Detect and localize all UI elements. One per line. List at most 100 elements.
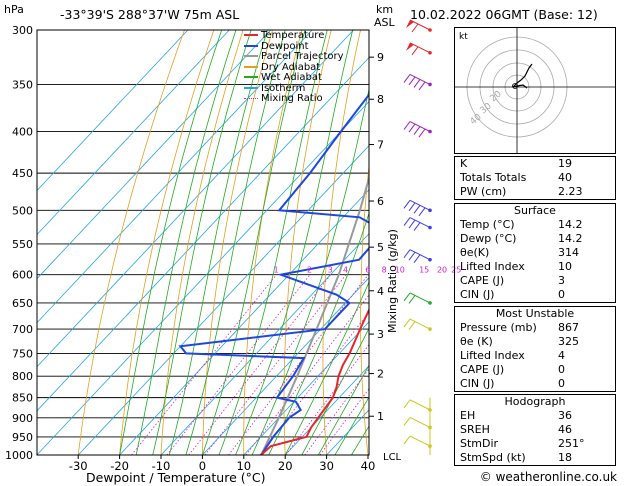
- barb-feather: [403, 200, 411, 209]
- legend-swatch: [244, 34, 258, 36]
- mixing-ratio-label: 15: [419, 266, 429, 275]
- km-tick-label: 1: [377, 410, 384, 423]
- barb-feather: [413, 126, 421, 135]
- legend-swatch: [244, 76, 258, 78]
- barb-feather: [411, 23, 419, 33]
- barb-staff: [409, 42, 431, 54]
- wind-barb: [403, 249, 432, 263]
- wind-barb: [403, 199, 432, 217]
- barb-feather: [408, 123, 416, 133]
- surface-row: CIN (J) 0: [460, 288, 565, 301]
- barb-feather: [413, 79, 421, 88]
- hodo-stats-row: EH 36: [460, 409, 572, 422]
- barb-staff: [409, 417, 431, 428]
- wet-adiabat: [334, 396, 369, 455]
- wind-barb: [403, 292, 432, 305]
- index-row: Totals Totals 40: [460, 171, 572, 184]
- km-tick-label: 4: [377, 285, 384, 298]
- legend-item: Temperature: [244, 30, 344, 42]
- dry-adiabat: [360, 162, 369, 455]
- legend-swatch: [244, 44, 258, 47]
- dry-adiabat: [243, 30, 303, 455]
- isotherm: [160, 233, 369, 455]
- legend-swatch: [244, 97, 258, 99]
- wet-adiabat: [251, 87, 369, 455]
- plot-frame: [36, 29, 370, 456]
- wet-adiabat: [284, 281, 369, 455]
- asl-unit: ASL: [374, 16, 395, 29]
- barb-dot: [428, 129, 432, 134]
- unstable-row: CIN (J) 0: [460, 377, 565, 390]
- barb-dot: [428, 28, 432, 32]
- km-tick-label: 2: [377, 368, 384, 381]
- barb-feather: [418, 128, 426, 138]
- barb-feather: [413, 222, 421, 231]
- legend-label: Dry Adiabat: [261, 61, 321, 73]
- legend-swatch: [244, 55, 258, 57]
- pressure-tick-label: 400: [12, 126, 33, 139]
- km-tick-label: 6: [377, 195, 384, 208]
- hodo-stats-row: StmSpd (kt) 18: [460, 451, 572, 464]
- isotherm: [37, 30, 189, 192]
- km-tick-label: 8: [377, 93, 384, 106]
- dry-adiabat: [202, 30, 273, 455]
- pressure-tick-label: 850: [12, 392, 33, 405]
- pressure-tick-label: 600: [12, 269, 33, 282]
- pressure-tick-label: 350: [12, 78, 33, 91]
- surface-row: Temp (°C) 14.2: [460, 218, 583, 231]
- barb-dot: [428, 327, 432, 331]
- barb-feather: [418, 81, 426, 91]
- barb-feather: [403, 74, 411, 83]
- barb-feather: [413, 205, 421, 214]
- mixing-ratio-label: 2: [307, 266, 312, 275]
- barb-flag: [406, 42, 414, 51]
- surface-row: CAPE (J) 3: [460, 274, 565, 287]
- unstable-row: θe (K) 325: [460, 335, 579, 348]
- legend-label: Parcel Trajectory: [261, 51, 344, 62]
- wet-adiabat: [119, 30, 223, 455]
- mixing-ratio-label: 20: [437, 266, 447, 275]
- pressure-tick-label: 1000: [5, 449, 33, 462]
- location-title: -33°39'S 288°37'W 75m ASL: [60, 7, 240, 22]
- wet-adiabat: [202, 30, 306, 455]
- indices-table: K 19 Totals Totals 40 PW (cm) 2.23: [454, 156, 616, 200]
- mixing-ratio-axis-label: Mixing Ratio (g/kg): [386, 229, 399, 333]
- mixing-ratio-line: [166, 274, 311, 455]
- legend: Temperature Dewpoint Parcel Trajectory Dry …: [244, 30, 344, 105]
- legend-item: Wet Adiabat: [244, 72, 344, 84]
- lcl-label: LCL: [383, 452, 402, 463]
- wind-barb: [403, 318, 432, 331]
- km-tick-label: 3: [377, 328, 384, 341]
- hodo-stats-title: Hodograph: [504, 395, 566, 408]
- legend-label: Wet Adiabat: [261, 72, 322, 83]
- barb-flag: [406, 20, 414, 28]
- pressure-tick-label: 300: [12, 24, 33, 37]
- footer-credit[interactable]: © weatheronline.co.uk: [479, 470, 617, 484]
- hodo-storm-marker: [512, 83, 518, 89]
- wet-adiabat: [301, 327, 369, 455]
- wet-adiabat: [218, 30, 328, 455]
- dry-adiabat: [397, 30, 419, 455]
- mixing-ratio-line: [304, 368, 369, 455]
- wind-barb: [406, 19, 432, 33]
- dry-adiabat: [283, 30, 332, 455]
- isotherm: [77, 145, 369, 455]
- isotherm: [37, 101, 369, 455]
- barb-staff: [409, 121, 431, 132]
- barb-feather: [403, 217, 411, 226]
- barb-staff: [409, 435, 431, 447]
- km-tick-label: 7: [377, 139, 384, 152]
- barb-staff: [409, 19, 431, 31]
- hodograph-panel: kt 20 30 40: [454, 27, 616, 154]
- barb-feather: [413, 254, 421, 263]
- temp-tick-label: 30: [319, 459, 334, 473]
- mixing-ratio-line: [285, 343, 369, 455]
- barb-staff: [409, 318, 431, 330]
- mixing-ratio-line: [188, 274, 332, 455]
- km-tick-label: 5: [377, 241, 384, 254]
- legend-swatch: [244, 65, 258, 68]
- barb-feather: [408, 219, 416, 229]
- mixing-ratio-label: 25: [451, 266, 461, 275]
- wind-barb: [406, 42, 432, 56]
